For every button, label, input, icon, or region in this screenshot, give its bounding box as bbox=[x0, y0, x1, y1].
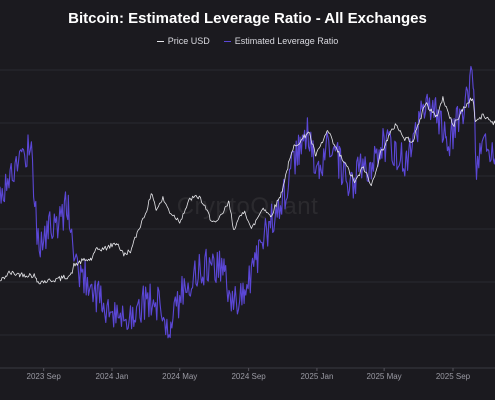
x-tick-label: 2025 Sep bbox=[436, 372, 471, 381]
x-tick-label: 2024 Jan bbox=[96, 372, 129, 381]
x-tick-label: 2025 May bbox=[367, 372, 402, 381]
x-tick-label: 2025 Jan bbox=[300, 372, 333, 381]
x-tick-label: 2024 Sep bbox=[231, 372, 266, 381]
x-tick-label: 2023 Sep bbox=[27, 372, 62, 381]
series-line-price bbox=[0, 97, 495, 284]
x-tick-label: 2024 May bbox=[162, 372, 197, 381]
series-line-leverage bbox=[0, 66, 495, 337]
